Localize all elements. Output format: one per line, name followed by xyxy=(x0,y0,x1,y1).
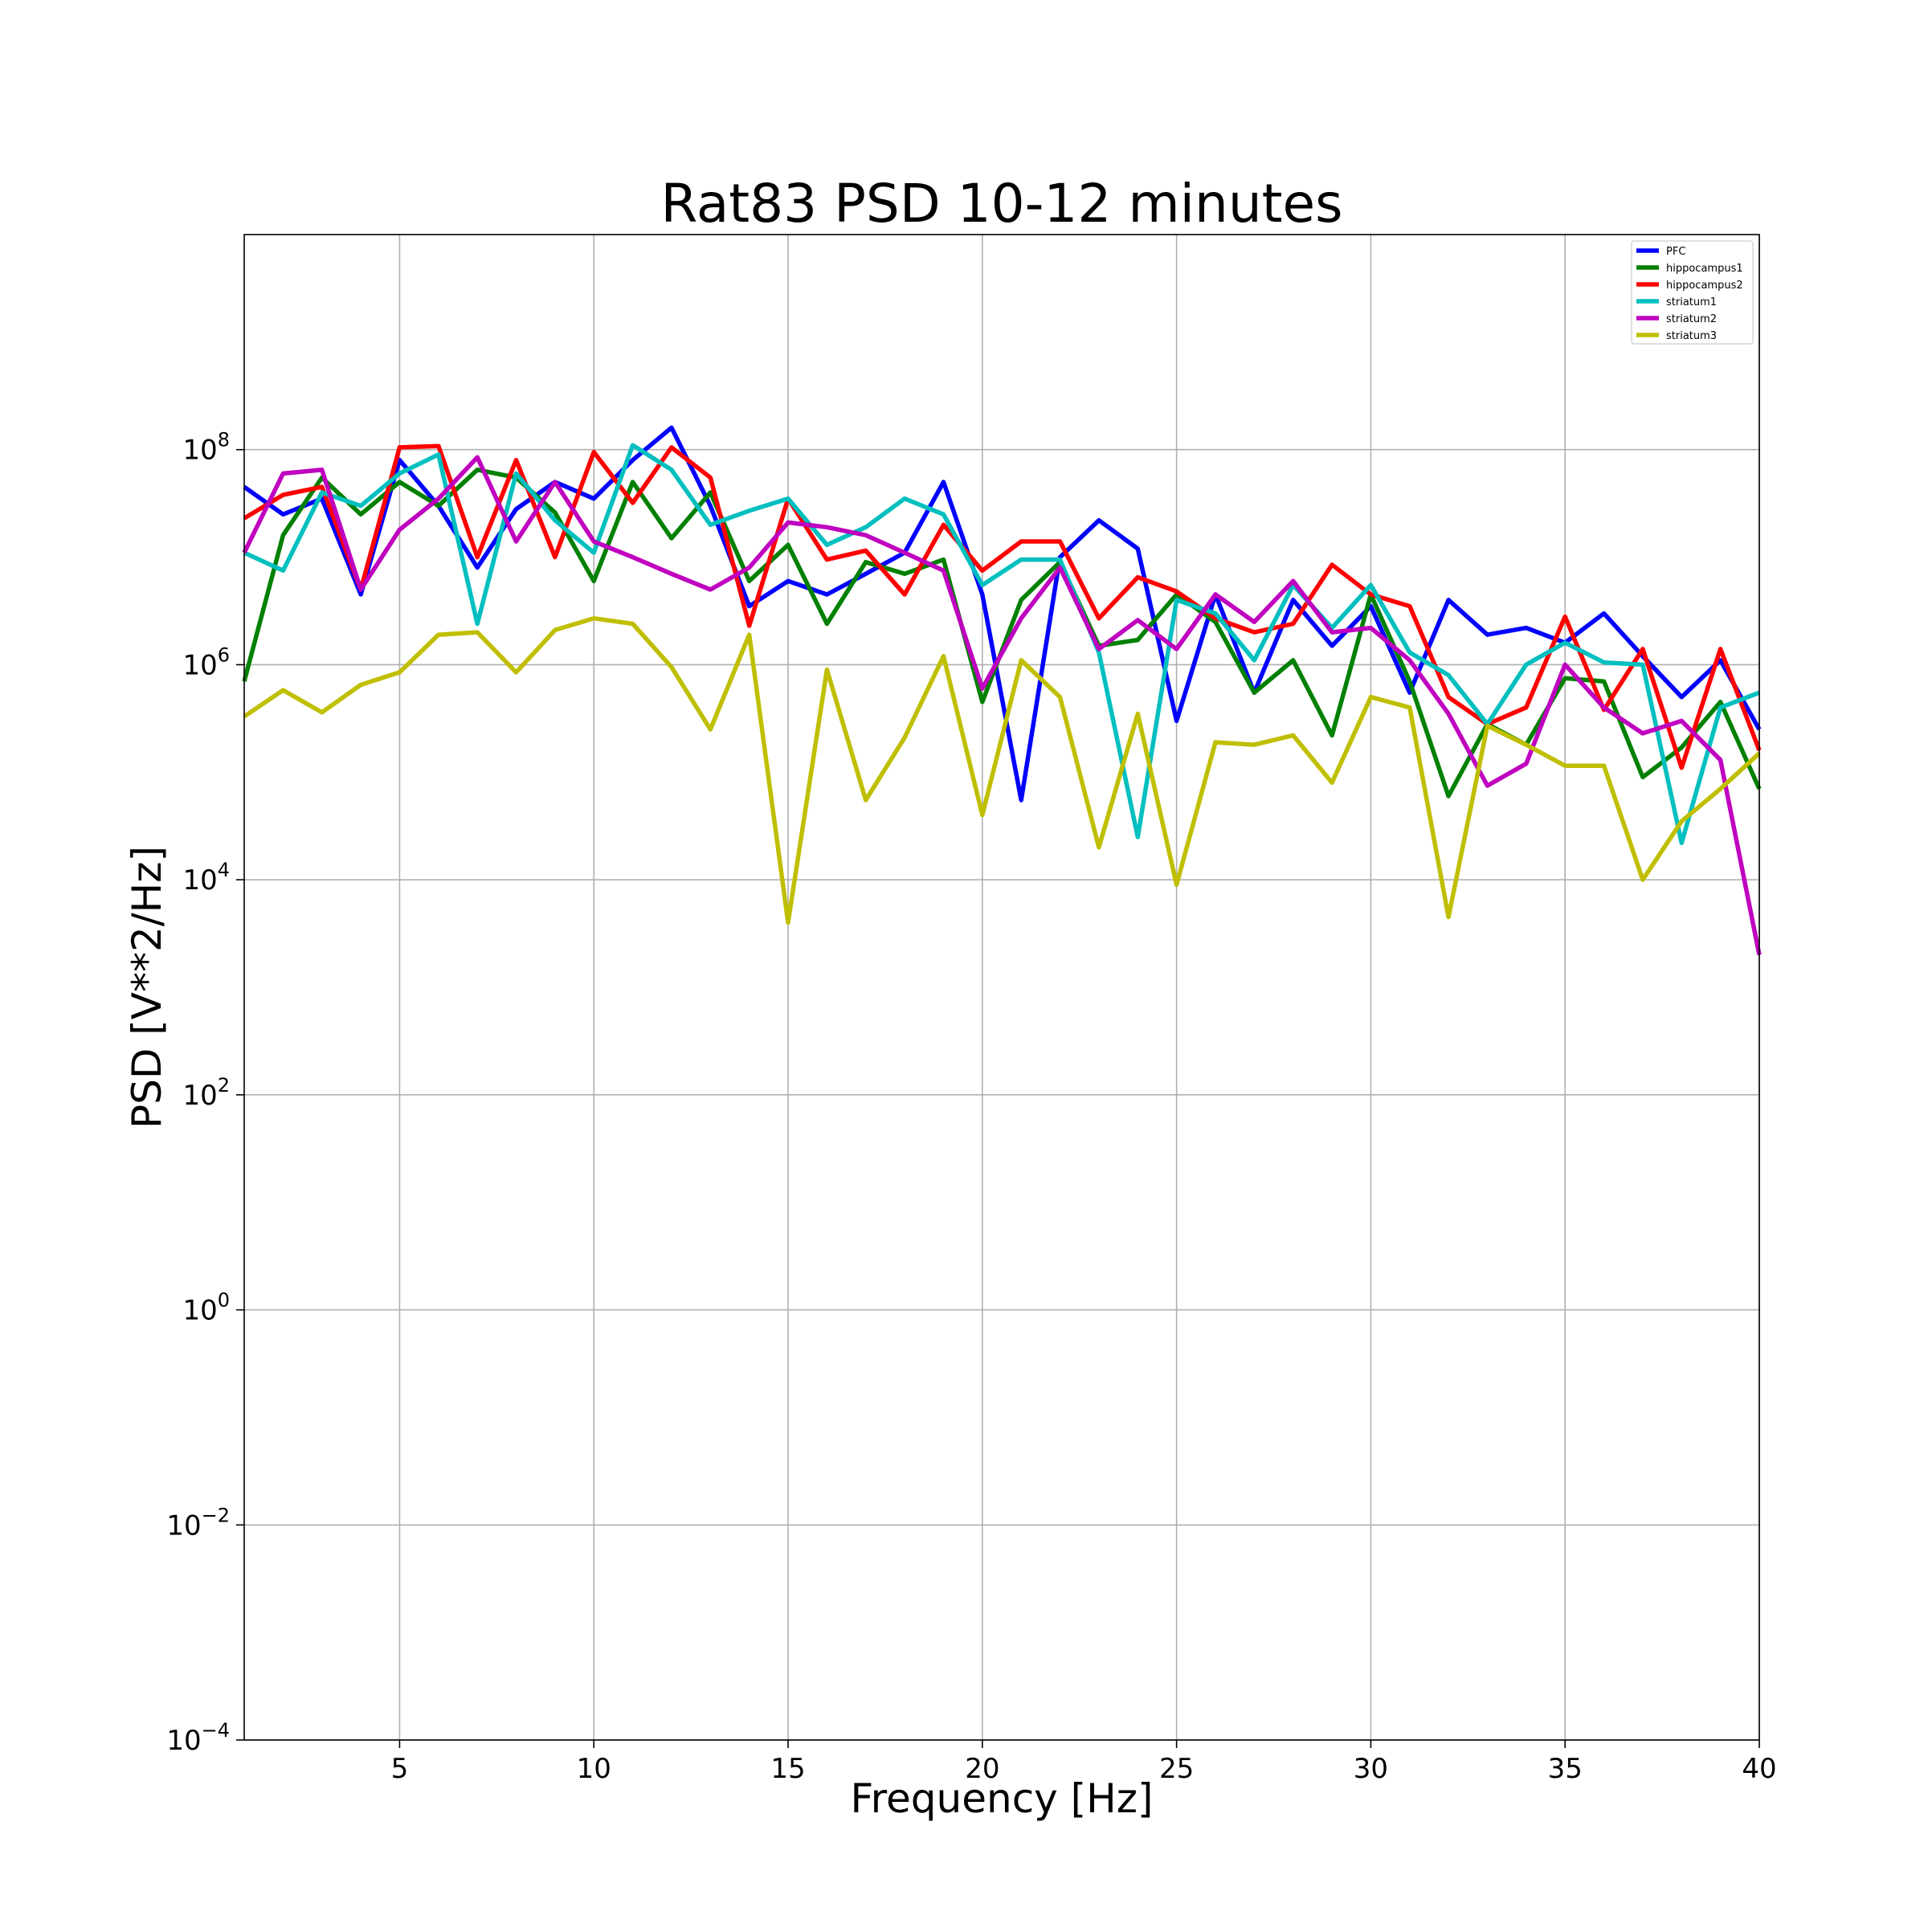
y-tick-label: 104 xyxy=(182,859,230,897)
series-line-striatum2 xyxy=(242,455,1762,956)
legend-label: PFC xyxy=(1666,246,1685,258)
series-line-striatum1 xyxy=(243,443,1760,846)
legend-label: striatum3 xyxy=(1666,330,1717,342)
y-tick-label: 10−2 xyxy=(166,1504,230,1542)
chart-title: Rat83 PSD 10-12 minutes xyxy=(660,173,1342,235)
y-tick-label: 10−4 xyxy=(166,1719,230,1757)
x-tick-label: 10 xyxy=(577,1753,611,1785)
x-tick-label: 5 xyxy=(391,1753,409,1785)
y-tick-label: 102 xyxy=(182,1074,230,1112)
y-tick-label: 108 xyxy=(182,429,230,467)
legend: PFC hippocampus1 hippocampus2 striatum1 stri… xyxy=(1631,240,1754,345)
x-tick-label: 40 xyxy=(1742,1753,1776,1785)
x-tick-label: 25 xyxy=(1159,1753,1194,1785)
x-axis-label: Frequency [Hz] xyxy=(850,1775,1153,1822)
series-line-striatum3 xyxy=(243,615,1761,925)
legend-label: striatum1 xyxy=(1666,296,1717,308)
legend-label: hippocampus1 xyxy=(1666,263,1743,275)
y-axis-label: PSD [V**2/Hz] xyxy=(124,846,170,1129)
legend-label: striatum2 xyxy=(1666,313,1717,325)
series-lines xyxy=(242,425,1762,956)
series-line-hippocampus2 xyxy=(243,443,1762,770)
legend-label: hippocampus2 xyxy=(1666,280,1743,292)
y-tick-label: 106 xyxy=(182,643,230,681)
series-line-PFC xyxy=(243,425,1762,803)
x-tick-label: 30 xyxy=(1354,1753,1388,1785)
ticks: 5 10 15 20 25 30 35 40 10−4 10−2 100 102 104 106 108 xyxy=(166,429,1776,1785)
plot-frame xyxy=(243,234,1760,1741)
y-tick-label: 100 xyxy=(182,1289,230,1327)
legend-box xyxy=(1631,240,1754,345)
x-tick-label: 20 xyxy=(965,1753,999,1785)
x-tick-label: 15 xyxy=(770,1753,805,1785)
x-tick-label: 35 xyxy=(1548,1753,1583,1785)
